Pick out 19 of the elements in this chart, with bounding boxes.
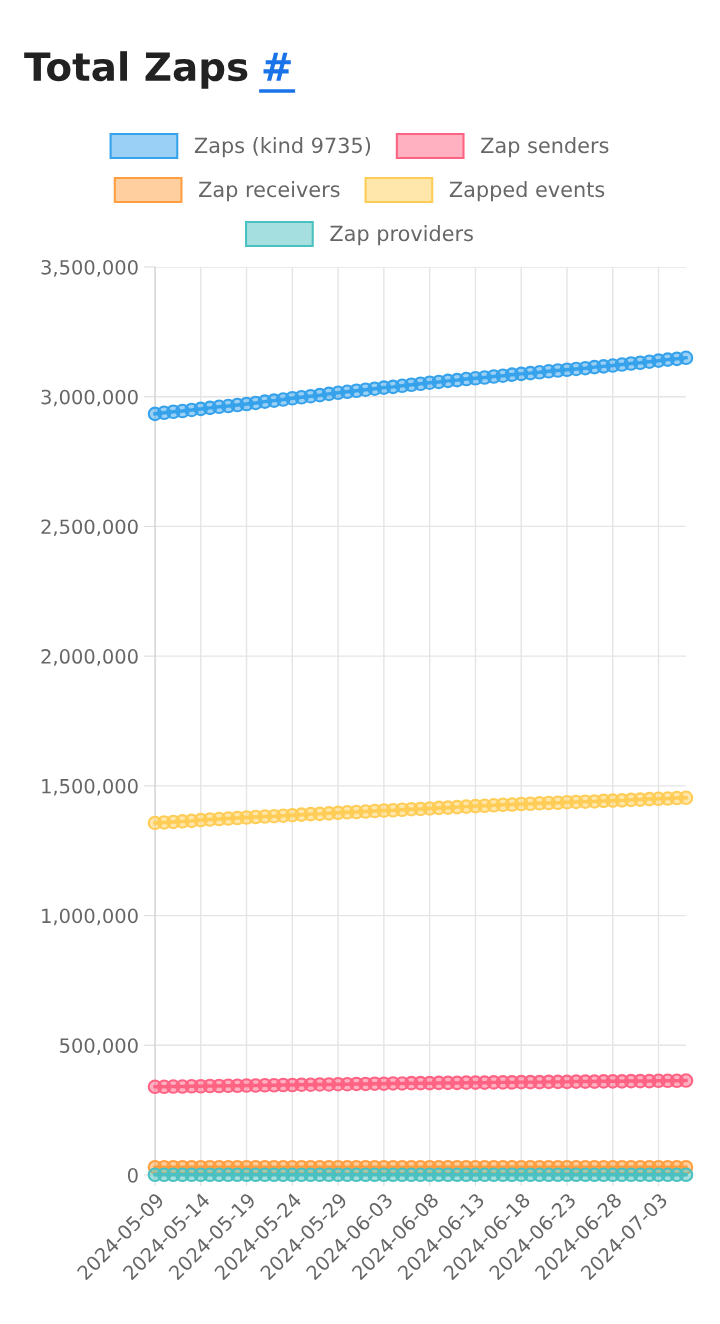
legend-label: Zap receivers xyxy=(199,181,340,202)
y-tick-label: 1,000,000 xyxy=(42,908,138,926)
legend-label: Zap senders xyxy=(481,137,609,158)
y-tick-label: 0 xyxy=(127,1167,138,1183)
y-tick-label: 2,500,000 xyxy=(41,519,138,537)
y-tick-label: 1,500,000 xyxy=(42,778,138,796)
y-tick-label: 3,500,000 xyxy=(41,259,138,277)
legend-label: Zaps (kind 9735) xyxy=(194,137,371,158)
point xyxy=(678,1073,694,1088)
point xyxy=(678,350,694,366)
y-tick-label: 2,000,000 xyxy=(41,649,138,666)
legend-label: Zapped events xyxy=(449,181,605,202)
legend-label: Zap providers xyxy=(330,225,473,246)
chart-title: Total Zaps xyxy=(24,51,248,89)
point xyxy=(678,1167,694,1183)
point xyxy=(678,790,694,806)
text: # xyxy=(263,52,291,81)
y-tick-label: 3,000,000 xyxy=(41,389,138,407)
y-tick-label: 500,000 xyxy=(60,1038,138,1055)
